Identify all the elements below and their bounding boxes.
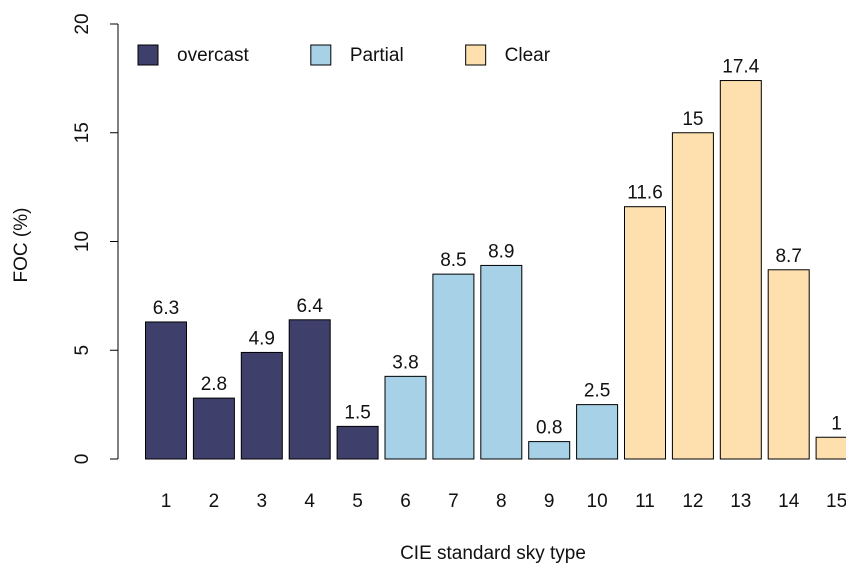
x-axis-label: CIE standard sky type	[400, 543, 586, 564]
value-label: 0.8	[536, 418, 562, 439]
bar	[384, 375, 427, 460]
value-label: 3.8	[392, 352, 418, 373]
legend-swatch	[310, 44, 332, 66]
bar	[528, 441, 571, 460]
value-label: 2.5	[584, 381, 610, 402]
y-tick-label: 10	[72, 231, 93, 252]
x-tick-label: 13	[730, 491, 751, 512]
value-label: 17.4	[722, 57, 759, 78]
y-axis-label: FOC (%)	[11, 208, 32, 283]
x-tick-label: 14	[778, 491, 800, 512]
legend-swatch	[465, 44, 487, 66]
legend-swatch	[137, 44, 159, 66]
value-label: 15	[682, 109, 703, 130]
legend-label: Partial	[350, 45, 404, 66]
x-tick-label: 8	[496, 491, 507, 512]
bar	[719, 80, 762, 460]
bar	[240, 351, 283, 460]
value-label: 8.5	[440, 250, 466, 271]
bar	[767, 269, 810, 460]
y-tick-label: 0	[72, 454, 93, 465]
x-tick-label: 3	[257, 491, 268, 512]
value-label: 6.3	[153, 298, 179, 319]
x-tick-label: 5	[352, 491, 363, 512]
x-tick-label: 1	[161, 491, 172, 512]
bar	[815, 436, 846, 460]
x-tick-label: 6	[400, 491, 411, 512]
legend-label: overcast	[177, 45, 250, 66]
bar	[192, 397, 235, 460]
x-tick-label: 11	[635, 491, 655, 512]
x-tick-label: 2	[209, 491, 220, 512]
value-label: 6.4	[296, 296, 323, 317]
bar	[624, 206, 666, 460]
y-tick-label: 5	[72, 345, 93, 356]
value-label: 8.7	[775, 246, 801, 267]
x-tick-label: 12	[682, 491, 703, 512]
value-label: 8.9	[488, 241, 514, 262]
bar	[480, 264, 523, 460]
value-label: 1	[831, 413, 842, 434]
value-label: 2.8	[201, 374, 227, 395]
bar	[288, 319, 331, 460]
value-label: 4.9	[249, 328, 275, 349]
x-tick-label: 10	[587, 491, 608, 512]
y-tick-label: 20	[72, 13, 93, 34]
value-label: 11.6	[627, 183, 663, 204]
bar	[576, 404, 619, 460]
y-tick-label: 15	[72, 122, 93, 143]
value-label: 1.5	[344, 402, 370, 423]
bar	[432, 273, 475, 460]
x-tick-label: 9	[544, 491, 555, 512]
bar	[336, 425, 379, 460]
x-tick-label: 15	[826, 491, 846, 512]
x-tick-label: 4	[304, 491, 315, 512]
bar	[145, 321, 187, 460]
bar	[671, 132, 714, 460]
x-tick-label: 7	[448, 491, 459, 512]
legend-label: Clear	[505, 45, 551, 66]
